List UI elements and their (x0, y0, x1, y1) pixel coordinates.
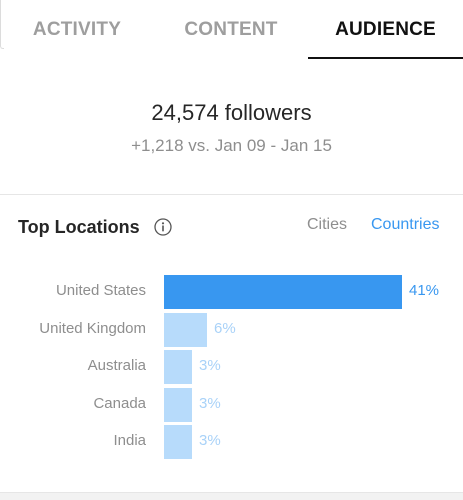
location-bar (164, 312, 207, 347)
section-divider (0, 194, 463, 195)
tab-content[interactable]: CONTENT (184, 18, 278, 40)
bottom-divider (0, 492, 463, 500)
toggle-countries[interactable]: Countries (371, 216, 440, 233)
location-percentage: 3% (199, 394, 221, 412)
followers-summary: 24,574 followers +1,218 vs. Jan 09 - Jan… (0, 60, 463, 194)
location-row: United States 41% (0, 274, 463, 309)
info-icon[interactable] (154, 218, 172, 236)
location-bar (164, 275, 402, 309)
location-percentage: 6% (214, 319, 236, 337)
location-row: Australia 3% (0, 349, 463, 384)
location-percentage: 41% (409, 282, 440, 299)
location-percentage: 3% (199, 432, 221, 449)
top-locations-list: United States 41% United Kingdom 6% Australi… (0, 274, 463, 464)
followers-count: 24,574 followers (151, 100, 312, 125)
insights-tab-bar: ACTIVITY CONTENT AUDIENCE (0, 0, 463, 59)
location-row: Canada 3% (0, 387, 463, 422)
location-percentage: 3% (199, 357, 221, 374)
location-label: Canada (93, 394, 146, 412)
tab-audience[interactable]: AUDIENCE (335, 18, 436, 40)
toggle-cities[interactable]: Cities (307, 216, 348, 233)
location-label: Australia (87, 357, 146, 374)
location-bar (164, 350, 192, 384)
active-tab-indicator (308, 57, 463, 59)
location-label: United Kingdom (39, 319, 146, 337)
location-row: United Kingdom 6% (0, 312, 463, 347)
top-locations-title: Top Locations (18, 217, 140, 237)
location-label: United States (55, 282, 146, 299)
followers-change: +1,218 vs. Jan 09 - Jan 15 (131, 136, 332, 155)
location-bar (164, 387, 192, 422)
tab-activity[interactable]: ACTIVITY (32, 18, 122, 40)
location-bar (164, 425, 192, 459)
location-row: India 3% (0, 424, 463, 459)
tab-bar-edge (0, 0, 4, 49)
location-label: India (113, 432, 146, 449)
